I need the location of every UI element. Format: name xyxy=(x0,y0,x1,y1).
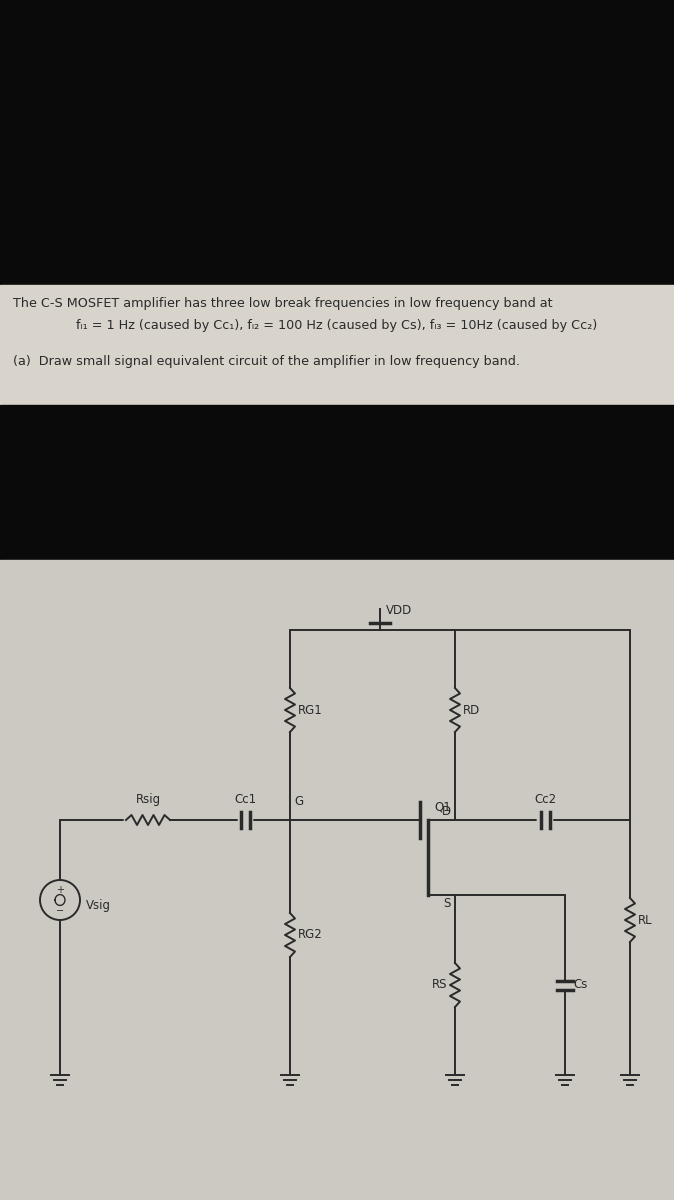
Bar xyxy=(0,560,674,1200)
Bar xyxy=(0,0,674,284)
Text: Vsig: Vsig xyxy=(86,899,111,912)
Text: D: D xyxy=(442,805,451,818)
Text: RD: RD xyxy=(463,703,481,716)
Text: Cc2: Cc2 xyxy=(534,793,556,806)
Text: +: + xyxy=(56,886,64,895)
Text: VDD: VDD xyxy=(386,604,412,617)
Text: G: G xyxy=(294,794,303,808)
Text: RG1: RG1 xyxy=(298,703,323,716)
Text: Cs: Cs xyxy=(573,978,587,991)
Text: RL: RL xyxy=(638,913,652,926)
Text: (a)  Draw small signal equivalent circuit of the amplifier in low frequency band: (a) Draw small signal equivalent circuit… xyxy=(13,355,520,368)
Text: S: S xyxy=(443,898,451,910)
Text: fₗ₁ = 1 Hz (caused by Cc₁), fₗ₂ = 100 Hz (caused by Cs), fₗ₃ = 10Hz (caused by C: fₗ₁ = 1 Hz (caused by Cc₁), fₗ₂ = 100 Hz… xyxy=(76,319,598,332)
Text: Q1: Q1 xyxy=(434,802,451,814)
Text: RS: RS xyxy=(431,978,447,991)
Text: Rsig: Rsig xyxy=(135,793,160,806)
Bar xyxy=(0,284,674,404)
Text: RG2: RG2 xyxy=(298,929,323,942)
Text: Cc1: Cc1 xyxy=(234,793,256,806)
Bar xyxy=(0,404,674,560)
Text: −: − xyxy=(56,906,64,916)
Text: The C-S MOSFET amplifier has three low break frequencies in low frequency band a: The C-S MOSFET amplifier has three low b… xyxy=(13,296,553,310)
